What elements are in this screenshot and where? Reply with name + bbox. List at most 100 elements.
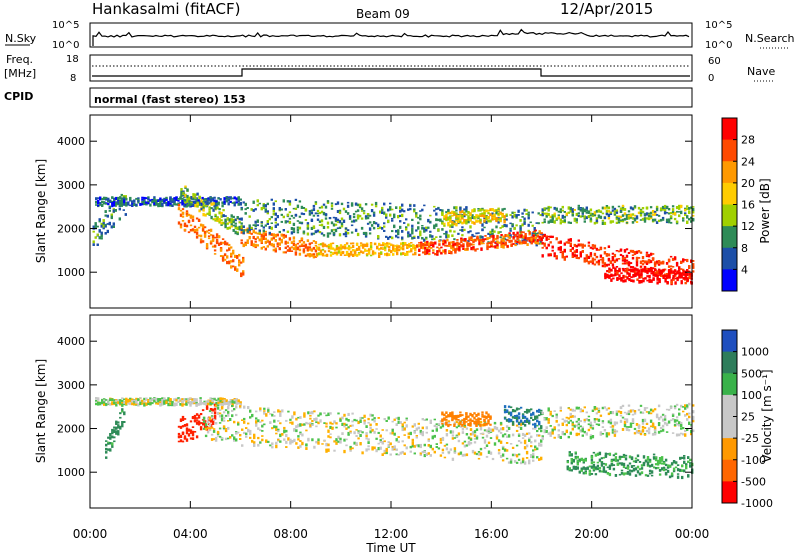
range-gate-cell: [610, 459, 614, 463]
range-gate-cell: [226, 218, 229, 221]
range-gate-cell: [575, 433, 578, 437]
range-gate-cell: [619, 207, 623, 211]
range-gate-cell: [577, 418, 580, 421]
range-gate-cell: [98, 236, 101, 240]
range-gate-cell: [419, 443, 422, 446]
range-gate-cell: [344, 227, 348, 230]
range-gate-cell: [205, 243, 209, 246]
range-gate-cell: [273, 419, 276, 423]
range-gate-cell: [404, 252, 407, 256]
range-gate-cell: [598, 451, 602, 456]
cpid-label: CPID: [4, 90, 33, 103]
range-gate-cell: [513, 226, 516, 230]
range-gate-cell: [543, 244, 546, 247]
range-gate-cell: [238, 225, 241, 229]
range-gate-cell: [645, 267, 649, 271]
range-gate-cell: [187, 397, 190, 400]
range-gate-cell: [686, 279, 689, 282]
range-gate-cell: [139, 400, 142, 402]
range-gate-cell: [181, 202, 184, 206]
range-gate-cell: [485, 429, 489, 433]
range-gate-cell: [488, 242, 491, 245]
range-gate-cell: [575, 212, 578, 216]
range-gate-cell: [401, 425, 404, 428]
range-gate-cell: [617, 221, 621, 224]
range-gate-cell: [499, 440, 503, 444]
range-gate-cell: [121, 421, 124, 424]
range-gate-cell: [94, 224, 97, 227]
range-gate-cell: [111, 202, 114, 205]
range-gate-cell: [427, 444, 430, 447]
range-gate-cell: [616, 277, 619, 280]
range-gate-cell: [191, 426, 195, 428]
range-gate-cell: [295, 417, 298, 421]
range-gate-cell: [275, 425, 278, 430]
range-gate-cell: [590, 473, 594, 475]
range-gate-cell: [455, 212, 458, 215]
range-gate-cell: [426, 251, 429, 255]
range-gate-cell: [441, 221, 444, 225]
range-gate-cell: [655, 205, 659, 208]
range-gate-cell: [457, 439, 461, 443]
range-gate-cell: [339, 418, 342, 422]
range-gate-cell: [565, 241, 568, 244]
range-gate-cell: [610, 278, 613, 282]
range-gate-cell: [94, 236, 97, 239]
range-gate-cell: [135, 397, 138, 401]
range-gate-cell: [260, 207, 263, 211]
range-gate-cell: [489, 219, 492, 222]
range-gate-cell: [248, 215, 251, 218]
range-gate-cell: [461, 226, 464, 228]
range-gate-cell: [240, 229, 243, 231]
range-gate-cell: [461, 214, 464, 218]
range-gate-cell: [657, 423, 661, 427]
y-tick-label: 4000: [57, 135, 85, 148]
range-gate-cell: [569, 408, 572, 411]
range-gate-cell: [610, 458, 614, 461]
range-gate-cell: [454, 248, 457, 252]
range-gate-cell: [317, 438, 320, 442]
range-gate-cell: [342, 219, 346, 223]
range-gate-cell: [528, 461, 531, 465]
range-gate-cell: [209, 397, 212, 401]
range-gate-cell: [216, 216, 219, 221]
range-gate-cell: [253, 441, 256, 444]
range-gate-cell: [185, 210, 189, 213]
range-gate-cell: [97, 197, 100, 199]
range-gate-cell: [405, 228, 408, 231]
range-gate-cell: [430, 241, 433, 245]
range-gate-cell: [257, 419, 260, 423]
range-gate-cell: [219, 255, 223, 257]
range-gate-cell: [341, 245, 345, 249]
range-gate-cell: [527, 229, 530, 232]
range-gate-cell: [433, 226, 436, 230]
range-gate-cell: [217, 401, 220, 404]
range-gate-cell: [504, 242, 507, 246]
range-gate-cell: [179, 434, 183, 438]
range-gate-cell: [379, 434, 382, 438]
range-gate-cell: [430, 247, 433, 249]
range-gate-cell: [625, 412, 629, 415]
range-gate-cell: [425, 431, 428, 434]
range-gate-cell: [220, 417, 224, 422]
range-gate-cell: [600, 461, 604, 464]
range-gate-cell: [242, 256, 245, 261]
range-gate-cell: [633, 432, 637, 435]
range-gate-cell: [192, 197, 195, 200]
range-gate-cell: [302, 244, 306, 248]
range-gate-cell: [497, 209, 500, 212]
range-gate-cell: [179, 439, 183, 443]
range-gate-cell: [624, 270, 627, 273]
range-gate-cell: [672, 270, 675, 274]
range-gate-cell: [615, 421, 619, 425]
nsky-tick-top: 10^5: [52, 20, 79, 31]
range-gate-cell: [336, 227, 340, 230]
range-gate-cell: [361, 417, 364, 419]
range-gate-cell: [226, 249, 229, 252]
range-gate-cell: [240, 222, 243, 225]
range-gate-cell: [387, 219, 390, 223]
range-gate-cell: [493, 421, 497, 425]
range-gate-cell: [384, 253, 387, 256]
range-gate-cell: [377, 235, 380, 239]
range-gate-cell: [675, 261, 679, 264]
